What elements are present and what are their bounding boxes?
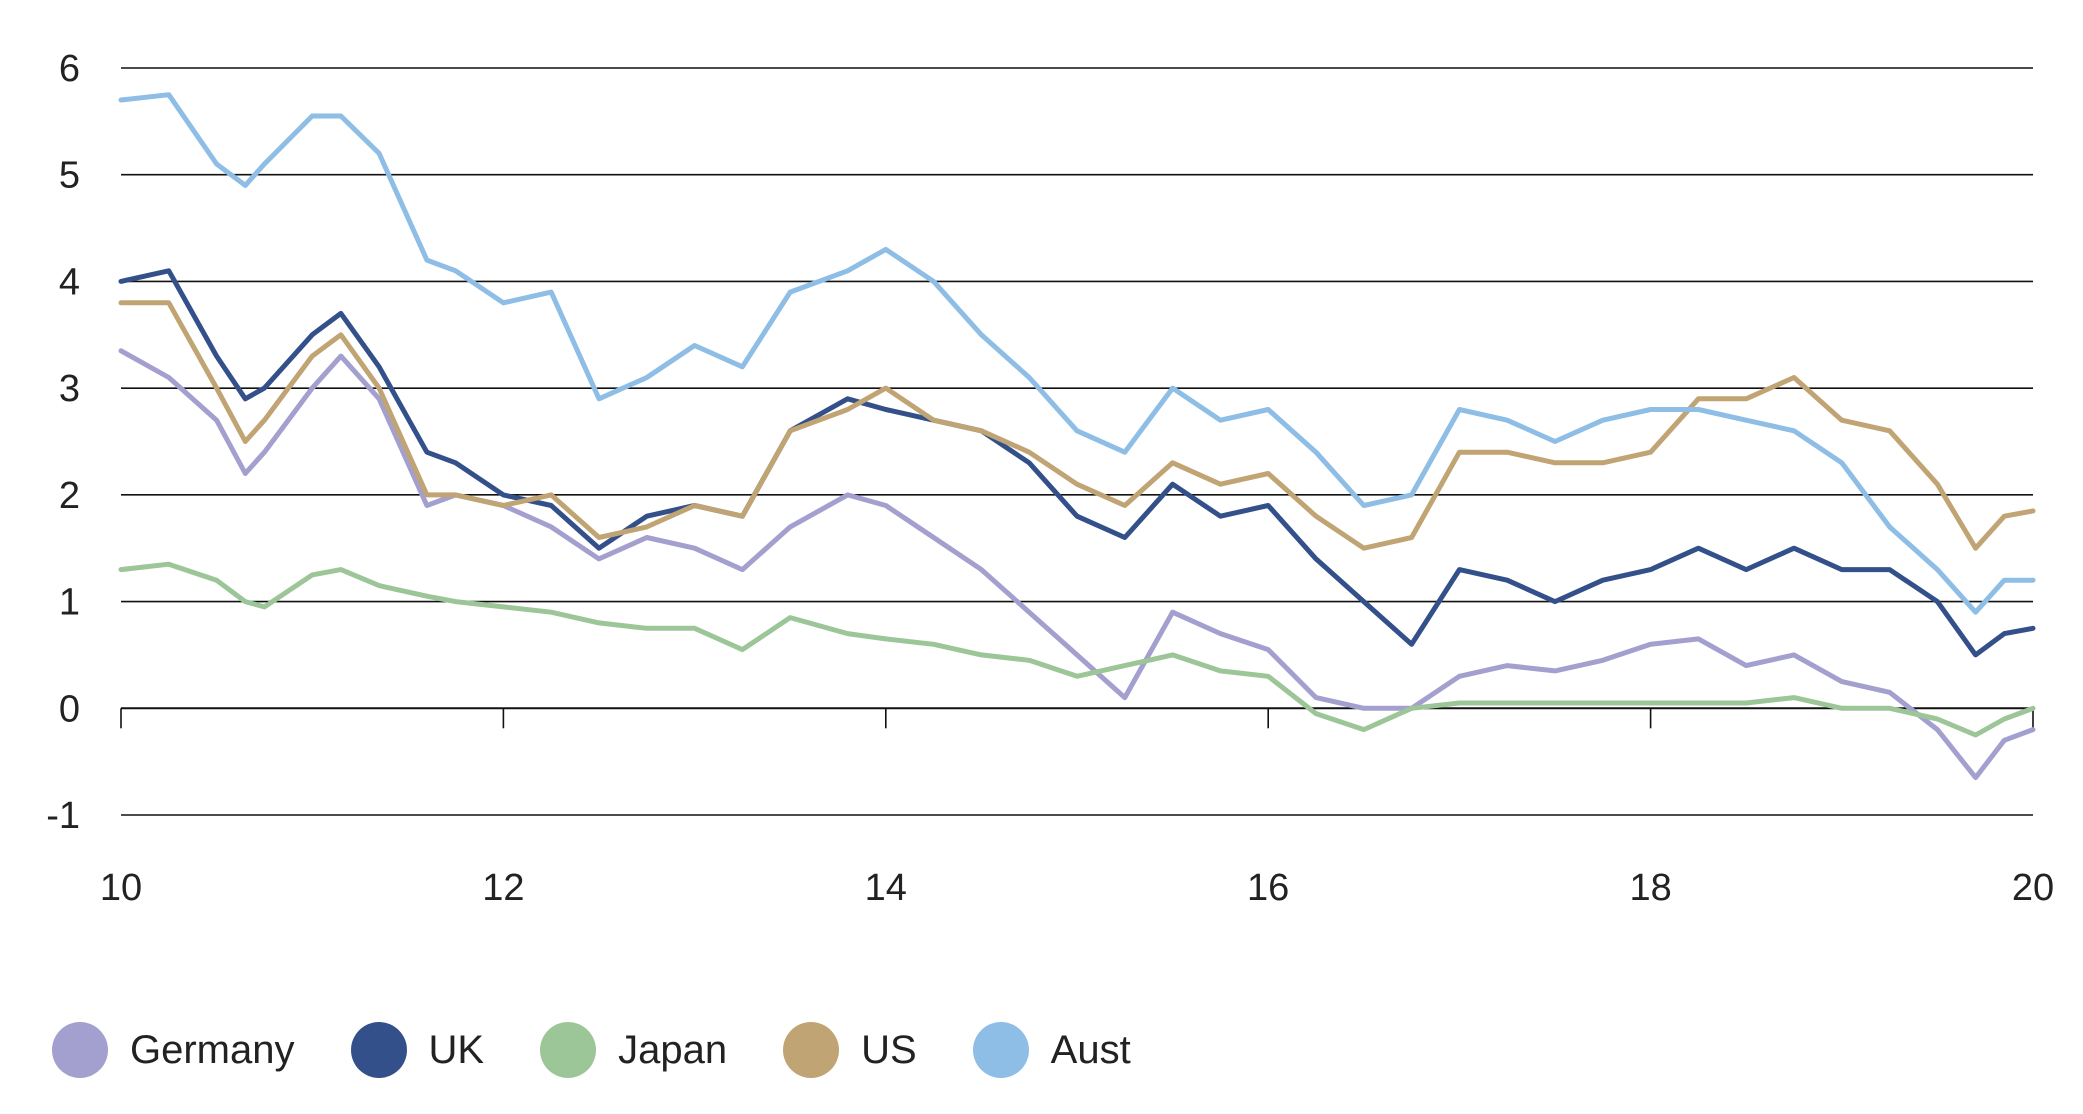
legend-swatch-aust [972, 1022, 1029, 1078]
legend-swatch-germany [52, 1022, 108, 1078]
y-tick-label: 1 [59, 582, 80, 624]
legend-item-japan: Japan [540, 1022, 727, 1078]
x-tick-label: 14 [865, 867, 907, 909]
legend-label-us: US [861, 1027, 917, 1072]
legend-item-aust: Aust [972, 1022, 1131, 1078]
series-line-germany [118, 348, 2036, 781]
legend-swatch-us [783, 1022, 840, 1078]
y-tick-label: 2 [59, 475, 80, 517]
x-tick-label: 18 [1629, 867, 1671, 909]
y-tick-label: 5 [59, 155, 80, 197]
legend: Germany UK Japan US Aust [52, 1022, 1187, 1078]
legend-item-us: US [783, 1022, 917, 1078]
x-tick-label: 10 [100, 867, 142, 909]
legend-item-uk: UK [350, 1022, 485, 1078]
legend-label-japan: Japan [618, 1027, 728, 1072]
y-tick-label: -1 [46, 795, 80, 837]
x-tick-label: 16 [1247, 867, 1289, 909]
legend-label-germany: Germany [130, 1027, 295, 1072]
legend-swatch-japan [540, 1022, 597, 1078]
series-line-us [118, 300, 2036, 551]
legend-label-uk: UK [428, 1027, 485, 1072]
y-tick-label: 4 [59, 261, 80, 303]
x-tick-label: 20 [2012, 867, 2054, 909]
legend-label-aust: Aust [1050, 1027, 1131, 1072]
y-tick-label: 6 [59, 48, 80, 90]
y-tick-label: 0 [59, 688, 80, 730]
series-line-uk [118, 268, 2036, 658]
y-tick-label: 3 [59, 368, 80, 410]
legend-item-germany: Germany [52, 1022, 295, 1078]
legend-swatch-uk [350, 1022, 407, 1078]
series-line-aust [118, 92, 2036, 615]
x-tick-label: 12 [482, 867, 524, 909]
series-line-japan [118, 561, 2036, 738]
